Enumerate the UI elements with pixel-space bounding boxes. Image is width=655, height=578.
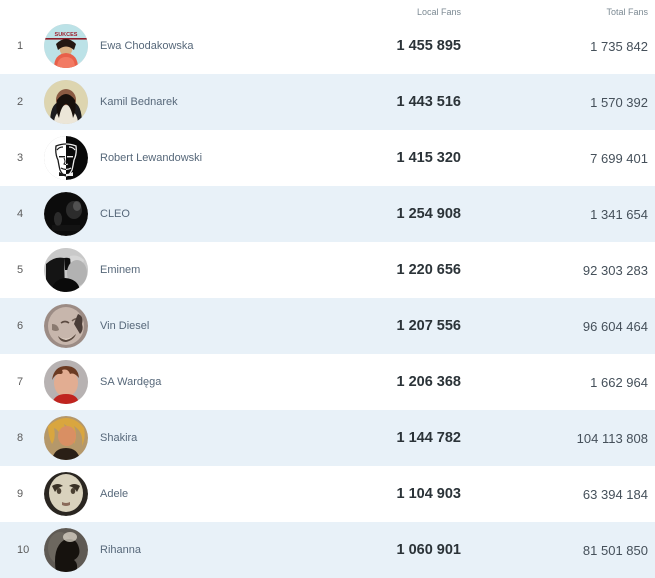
svg-text:SUKCES: SUKCES [55, 32, 78, 38]
